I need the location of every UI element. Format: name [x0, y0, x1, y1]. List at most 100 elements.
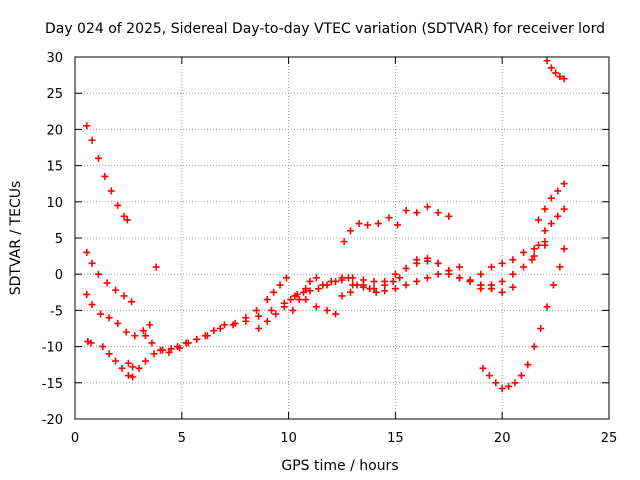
data-point: [547, 220, 555, 228]
data-point: [88, 136, 96, 144]
data-point: [276, 281, 284, 289]
data-point: [101, 172, 109, 180]
x-tick-label: 25: [601, 431, 618, 446]
series-arc-i: [255, 274, 352, 332]
data-point: [105, 314, 113, 322]
data-point: [340, 238, 348, 246]
data-point: [302, 285, 310, 293]
data-point: [402, 206, 410, 214]
data-point: [210, 327, 218, 335]
data-point: [295, 296, 303, 304]
series-arc-h: [152, 263, 160, 271]
data-point: [492, 379, 500, 387]
x-tick-label: 20: [494, 431, 511, 446]
data-point: [389, 277, 397, 285]
series-arc-s: [528, 205, 568, 264]
data-point: [552, 69, 560, 77]
data-point: [255, 325, 263, 332]
data-point: [520, 263, 528, 271]
data-point: [537, 325, 545, 332]
data-point: [193, 335, 201, 343]
data-point: [221, 321, 229, 329]
data-point: [359, 283, 367, 291]
data-point: [300, 288, 308, 296]
data-point: [83, 290, 91, 298]
y-tick-label: 15: [46, 160, 63, 175]
x-tick-label: 0: [71, 431, 79, 446]
data-point: [355, 220, 363, 228]
data-point: [118, 364, 126, 372]
data-point: [466, 277, 474, 285]
y-tick-label: 20: [46, 123, 63, 138]
y-tick-label: 0: [55, 268, 63, 283]
data-point: [338, 292, 346, 300]
data-point: [167, 345, 175, 353]
data-point: [543, 57, 551, 65]
data-point: [88, 301, 96, 309]
data-point: [556, 263, 564, 271]
data-point: [289, 306, 297, 314]
data-point: [547, 64, 555, 72]
data-point: [105, 350, 113, 358]
data-point: [349, 281, 357, 289]
y-tick-label: -10: [42, 341, 63, 356]
data-point: [560, 245, 568, 253]
data-point: [312, 274, 320, 282]
y-tick-label: 25: [46, 87, 63, 102]
data-point: [509, 270, 517, 278]
data-point: [402, 264, 410, 272]
x-axis-label: GPS time / hours: [281, 458, 398, 474]
y-axis-label: SDTVAR / TECUs: [8, 181, 24, 296]
data-point: [445, 267, 453, 275]
data-point: [135, 364, 143, 372]
y-tick-label: -5: [50, 304, 63, 319]
data-point: [203, 332, 211, 340]
data-point: [434, 209, 442, 217]
data-point: [511, 379, 519, 387]
data-point: [156, 346, 164, 354]
series-arc-m: [327, 257, 506, 296]
data-point: [391, 285, 399, 293]
data-point: [549, 281, 557, 289]
data-point: [242, 317, 250, 325]
series-arc-a: [83, 122, 131, 224]
data-point: [327, 277, 335, 285]
data-point: [282, 274, 290, 282]
data-point: [541, 227, 549, 235]
data-point: [114, 319, 122, 327]
data-point: [83, 122, 91, 130]
data-point: [112, 286, 120, 294]
data-point: [364, 221, 372, 229]
x-tick-label: 10: [280, 431, 297, 446]
data-point: [306, 287, 314, 295]
data-point: [112, 357, 120, 365]
data-point: [479, 364, 487, 372]
data-point: [84, 338, 92, 346]
data-point: [255, 312, 263, 320]
data-point: [381, 287, 389, 295]
data-point: [253, 306, 261, 314]
data-point: [131, 332, 139, 340]
data-point: [455, 263, 463, 271]
series-arc-k: [340, 203, 453, 246]
series-arc-q: [477, 241, 549, 293]
data-point: [530, 245, 538, 253]
data-point: [120, 212, 128, 220]
data-point: [547, 194, 555, 202]
data-point: [488, 281, 496, 289]
data-point: [97, 310, 105, 318]
data-point: [434, 270, 442, 278]
data-point: [338, 274, 346, 282]
data-point: [374, 220, 382, 228]
data-point: [498, 277, 506, 285]
data-point: [103, 279, 111, 287]
data-point: [148, 339, 156, 347]
data-point: [423, 254, 431, 262]
data-point: [315, 285, 323, 293]
data-point: [272, 310, 280, 318]
data-point: [485, 372, 493, 380]
data-point: [287, 296, 295, 304]
data-point: [174, 343, 182, 351]
data-point: [216, 325, 224, 332]
